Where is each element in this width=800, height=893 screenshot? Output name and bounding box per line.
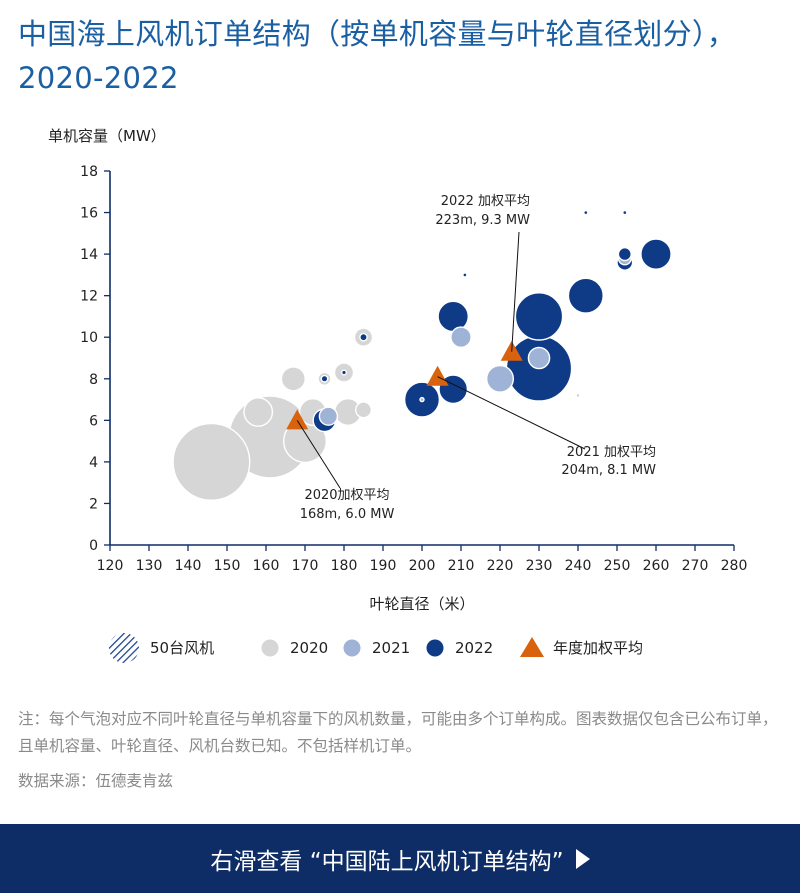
legend-marker-2021 xyxy=(343,639,361,657)
bubble-2020 xyxy=(243,397,274,427)
axes-layer: 120 130 140 150 160 170 180 190 200 210 220 230 240 2… xyxy=(80,164,747,574)
y-tick-label: 6 xyxy=(89,413,98,429)
x-axis-label: 叶轮直径（米） xyxy=(369,595,474,613)
x-tick-label: 130 xyxy=(136,558,163,574)
legend-marker-2022 xyxy=(426,639,444,657)
bubble-2022 xyxy=(567,277,604,314)
annotation-title-2022: 2022 加权平均 xyxy=(441,193,530,209)
annotation-leader-2022 xyxy=(511,231,520,352)
footnote: 注：每个气泡对应不同叶轮直径与单机容量下的风机数量，可能由多个订单构成。图表数据… xyxy=(18,710,778,755)
y-tick-label: 14 xyxy=(80,247,98,263)
bubble-chart: 单机容量（MW） 叶轮直径（米） 120 130 140 150 160 170 180 19… xyxy=(48,127,747,663)
x-tick-label: 280 xyxy=(721,558,748,574)
legend-label-2020: 2020 xyxy=(290,639,328,657)
y-tick-label: 12 xyxy=(80,289,98,305)
y-tick-label: 18 xyxy=(80,164,98,180)
x-tick-label: 220 xyxy=(487,558,514,574)
x-tick-label: 190 xyxy=(370,558,397,574)
bubble-2022 xyxy=(359,332,368,342)
x-tick-label: 170 xyxy=(292,558,319,574)
bubble-2022 xyxy=(462,272,468,278)
bubble-2020 xyxy=(172,422,251,501)
bubble-2020 xyxy=(575,392,581,399)
legend-label-2021: 2021 xyxy=(372,639,410,657)
x-tick-label: 120 xyxy=(97,558,124,574)
legend: 50台风机 2020 2021 2022 年度加权平均 xyxy=(109,633,643,663)
legend-size-ref-bubble xyxy=(109,633,139,663)
annotation-title-2021: 2021 加权平均 xyxy=(567,444,656,460)
bubble-2022 xyxy=(341,369,348,376)
swipe-next-label: 右滑查看 “中国陆上风机订单结构” xyxy=(210,848,564,875)
annotations-layer: 2020加权平均 168m, 6.0 MW 2021 加权平均 204m, 8.1 M… xyxy=(296,193,656,522)
x-tick-label: 230 xyxy=(526,558,553,574)
bubble-2021 xyxy=(450,326,472,349)
bubble-2022 xyxy=(622,209,628,216)
annotation-leader-2021 xyxy=(437,376,586,450)
x-tick-label: 250 xyxy=(604,558,631,574)
legend-label-2022: 2022 xyxy=(455,639,493,657)
weighted-average-2020 xyxy=(286,409,309,430)
x-tick-label: 260 xyxy=(643,558,670,574)
y-axis-label: 单机容量（MW） xyxy=(48,127,166,145)
annotation-value-2020: 168m, 6.0 MW xyxy=(300,507,395,522)
bubble-2022 xyxy=(617,247,632,262)
x-tick-label: 240 xyxy=(565,558,592,574)
x-tick-label: 150 xyxy=(214,558,241,574)
bubble-2022 xyxy=(583,209,589,216)
bubble-2020 xyxy=(280,366,306,392)
annotation-leader-2020 xyxy=(296,420,341,489)
bubble-2021 xyxy=(419,396,425,403)
data-source: 数据来源：伍德麦肯兹 xyxy=(18,772,174,790)
bubble-2022 xyxy=(320,374,329,383)
play-arrow-icon xyxy=(575,848,590,869)
weighted-average-2021 xyxy=(426,365,449,386)
x-tick-label: 180 xyxy=(331,558,358,574)
bubbles-layer xyxy=(172,209,672,501)
x-tick-label: 160 xyxy=(253,558,280,574)
y-tick-label: 10 xyxy=(80,330,98,346)
x-tick-label: 200 xyxy=(409,558,436,574)
x-tick-label: 270 xyxy=(682,558,709,574)
bubble-2022 xyxy=(640,238,672,270)
bubble-2020 xyxy=(355,401,373,419)
bubble-2021 xyxy=(527,346,551,370)
y-tick-label: 4 xyxy=(89,455,98,471)
y-tick-label: 8 xyxy=(89,372,98,388)
legend-size-ref-label: 50台风机 xyxy=(150,639,214,657)
x-tick-label: 210 xyxy=(448,558,475,574)
bubble-2021 xyxy=(318,406,339,426)
swipe-next-banner[interactable]: 右滑查看 “中国陆上风机订单结构” xyxy=(0,824,800,893)
annotation-value-2022: 223m, 9.3 MW xyxy=(435,213,530,228)
legend-label-average: 年度加权平均 xyxy=(553,639,643,657)
annotation-title-2020: 2020加权平均 xyxy=(304,487,389,503)
annotation-value-2021: 204m, 8.1 MW xyxy=(561,463,656,478)
y-tick-label: 16 xyxy=(80,206,98,222)
y-tick-label: 0 xyxy=(89,538,98,554)
legend-triangle-icon xyxy=(520,637,544,657)
x-tick-label: 140 xyxy=(175,558,202,574)
y-tick-label: 2 xyxy=(89,496,98,512)
legend-marker-2020 xyxy=(261,639,279,657)
bubble-2022 xyxy=(514,292,564,341)
bubble-2021 xyxy=(486,364,515,393)
chart-title: 中国海上风机订单结构（按单机容量与叶轮直径划分），2020-2022 xyxy=(18,17,737,95)
